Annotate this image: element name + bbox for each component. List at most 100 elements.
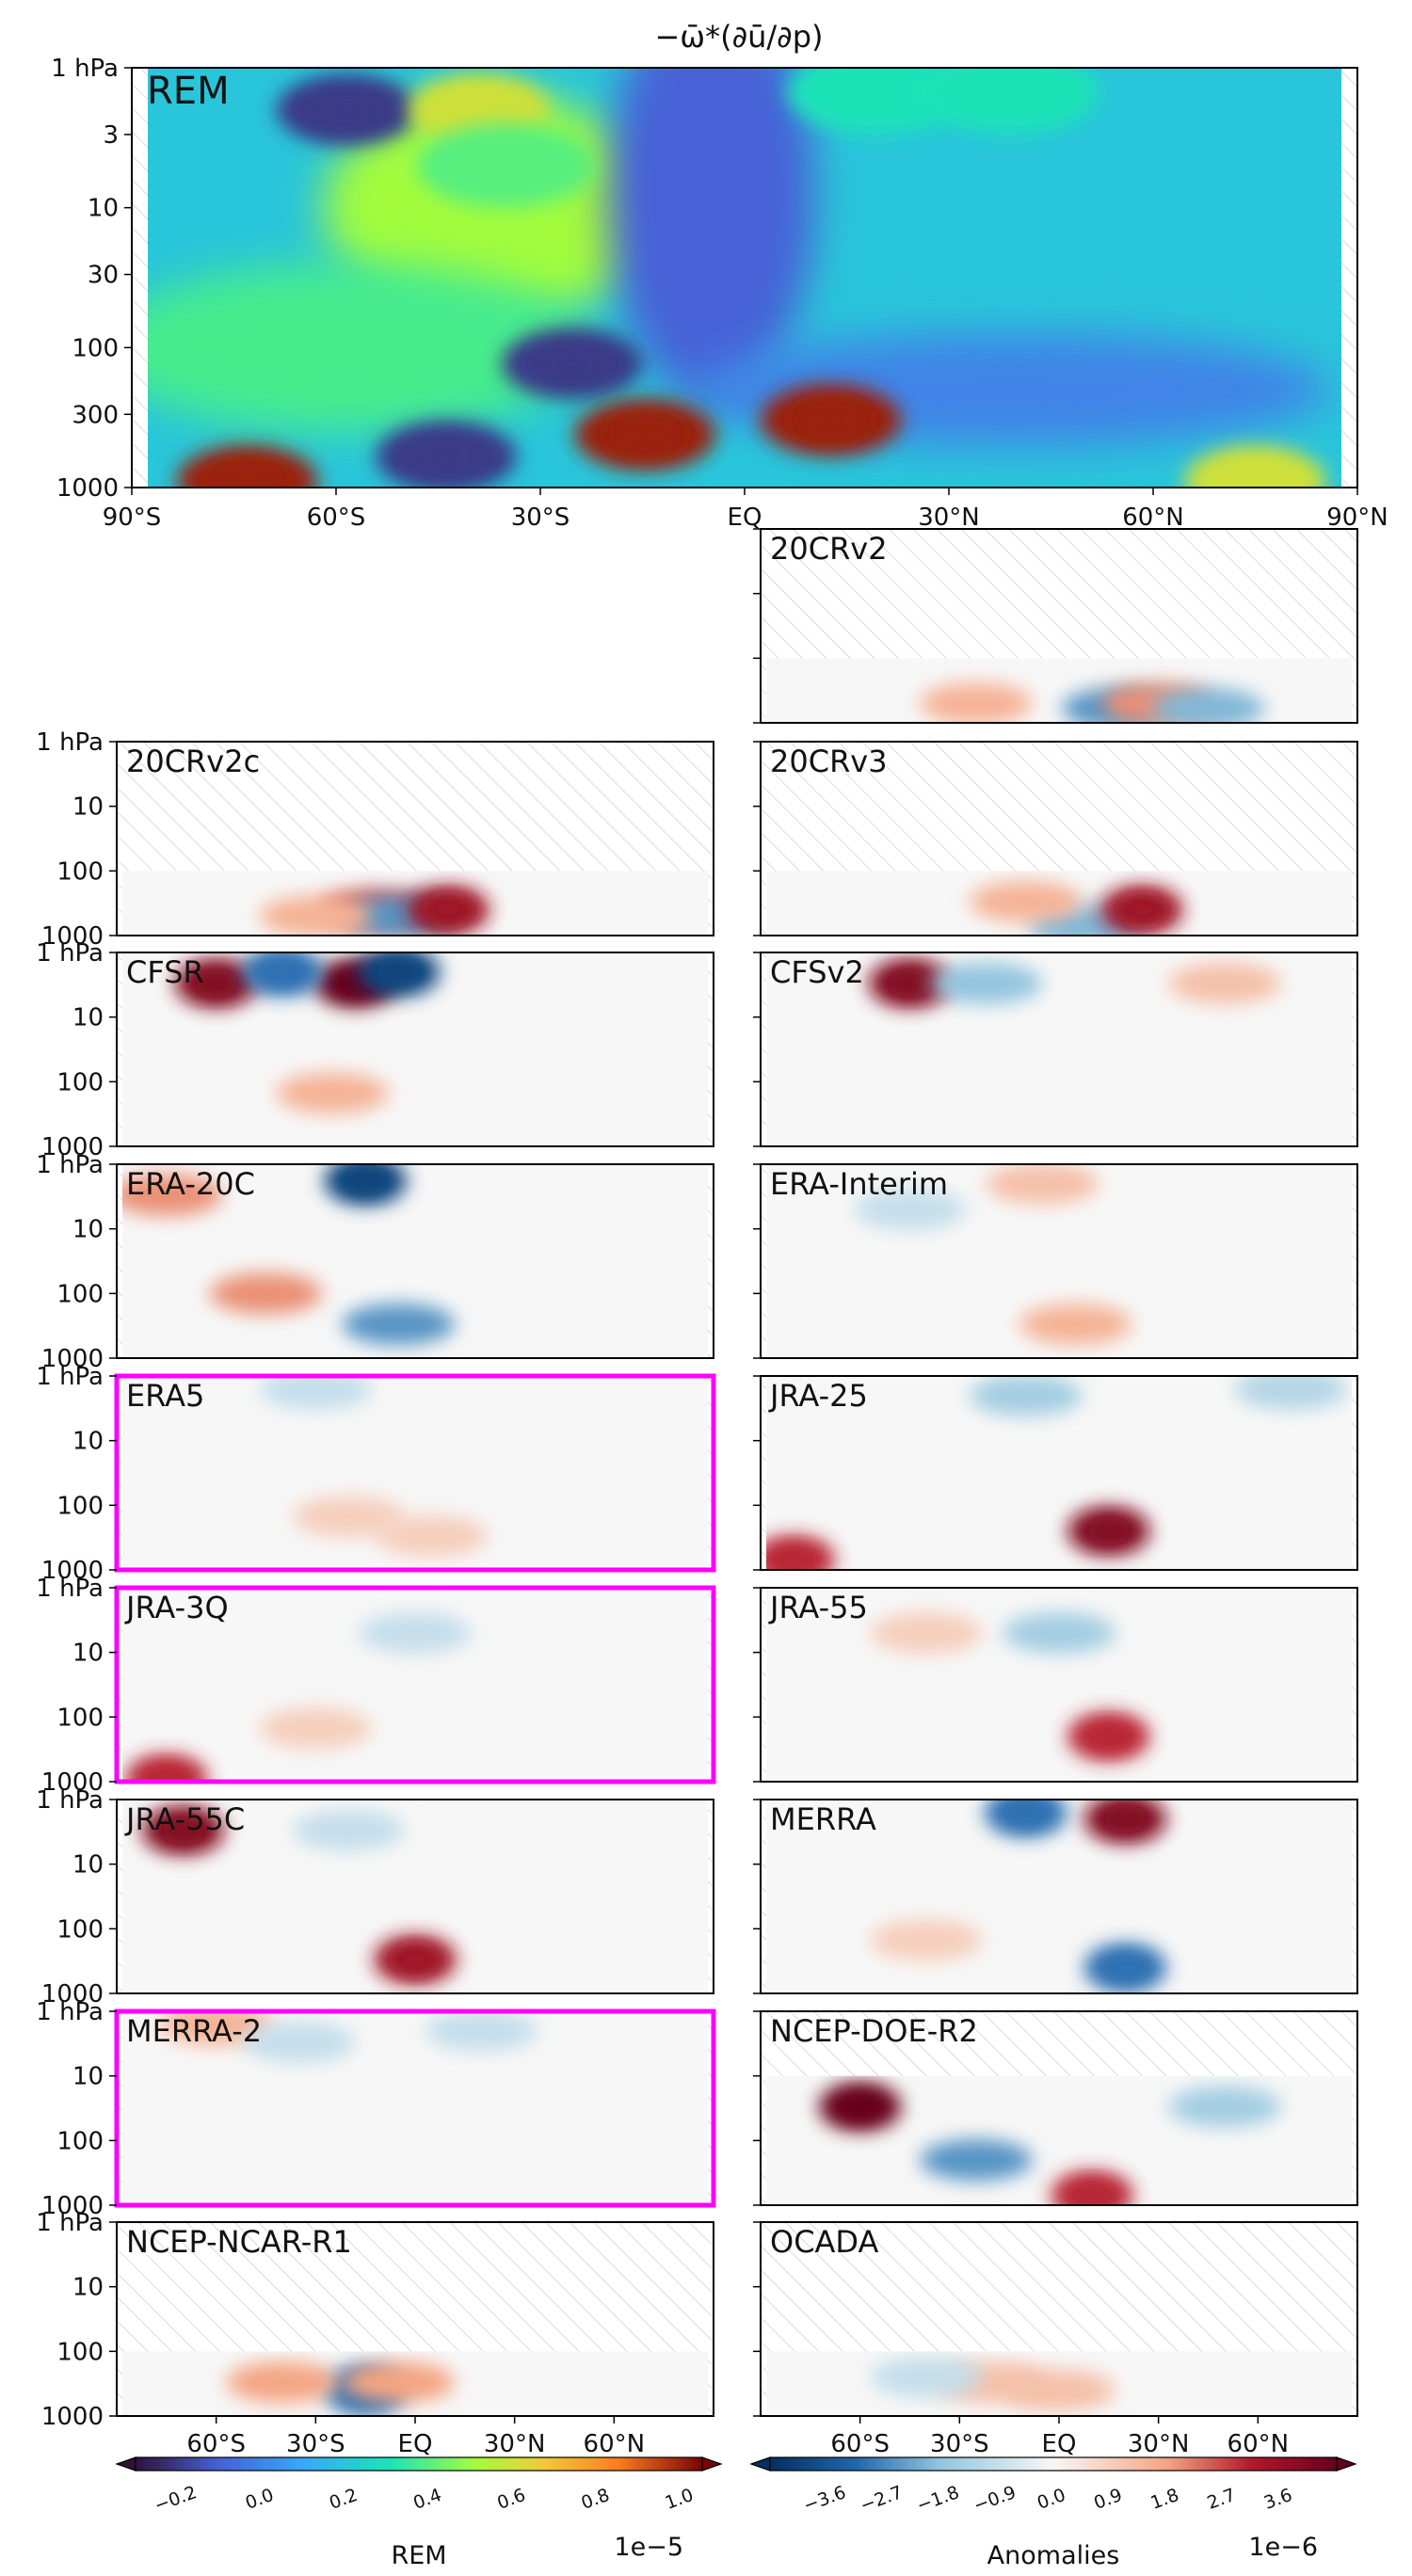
panel-feature-core (425, 896, 472, 923)
panel-field (870, 1611, 1150, 1762)
colorbar-tick-label: −0.2 (152, 2482, 200, 2516)
panel-frame (760, 1163, 1358, 1359)
colorbar-tick-label: −0.9 (971, 2482, 1019, 2516)
colorbar-tick-group: 0.2 (327, 2485, 361, 2514)
panel-feature (1151, 687, 1265, 723)
panel-field (818, 2082, 1282, 2206)
grid-xtick-label: EQ (398, 2430, 433, 2458)
colorbar-extend-low (749, 2456, 771, 2472)
panel-frame (114, 1585, 716, 1784)
panel-feature-core (771, 1546, 817, 1570)
rem-ytick-label: 30 (88, 262, 119, 290)
panel-label: 20CRv2 (770, 531, 888, 567)
panel-ytick-label: 1000 (41, 1345, 104, 1373)
colorbar-tick-label: 0.2 (327, 2485, 361, 2514)
colorbar-tick-group: 0.0 (1035, 2485, 1068, 2514)
panel-feature-core (160, 1816, 206, 1844)
panel-cfsv2: CFSv2 (753, 952, 1358, 1147)
panel-ytick-label: 1 hPa (36, 1998, 104, 2026)
panel-ocada: OCADA (753, 2221, 1358, 2417)
panel-ytick-label: 1000 (41, 1557, 104, 1585)
panel-frame (114, 1373, 716, 1573)
panel-feature-core (1085, 1723, 1131, 1751)
grid-xtick-label: 60°N (1227, 2430, 1290, 2458)
panel-ytick-label: 10 (72, 2063, 104, 2091)
panel-field (868, 958, 1282, 1008)
colorbar-tick-label: 3.6 (1261, 2485, 1295, 2514)
panel-feature (969, 881, 1083, 923)
panel-era5: ERA5 1 hPa 10 100 1000 (36, 1363, 716, 1585)
colorbar-tick-label: −3.6 (801, 2482, 849, 2516)
colorbar-tick-group: −0.2 (152, 2482, 200, 2516)
rem-panel-label: REM (147, 70, 230, 113)
colorbar-tick-label: 1.8 (1147, 2485, 1181, 2514)
rem-ytick-label: 10 (88, 195, 119, 223)
panel-ytick-label: 1000 (41, 1980, 104, 2008)
panel-feature (342, 1304, 456, 1346)
colorbar-tick-label: −2.7 (858, 2482, 906, 2516)
panel-feature (1003, 2369, 1115, 2411)
rem-feature (787, 68, 967, 136)
rem-ytick-label: 1000 (56, 474, 119, 503)
panel-ytick-label: 1000 (41, 2192, 104, 2220)
colorbar-tick-label: −1.8 (914, 2482, 962, 2516)
panel-frame (116, 1799, 714, 1994)
colorbar-tick-group: 0.8 (579, 2485, 613, 2514)
panel-field (870, 1800, 1167, 1992)
colorbar-tick-group: 1.0 (663, 2485, 697, 2514)
rem-xtick-label: EQ (728, 504, 762, 532)
panel-label: MERRA-2 (126, 2013, 262, 2049)
colorbar-bar (135, 2456, 703, 2472)
panel-feature (209, 1272, 323, 1315)
panel-field (919, 682, 1265, 723)
panel-label: CFSR (126, 954, 204, 990)
colorbar-tick-label: 0.6 (494, 2485, 528, 2514)
panel-feature (292, 1496, 406, 1538)
panel-ytick-label: 10 (72, 1428, 104, 1456)
panel-label: JRA-55C (124, 1801, 245, 1837)
grid-xtick-label: EQ (1042, 2430, 1077, 2458)
rem-feature-core (441, 90, 518, 129)
panel-feature (342, 2361, 456, 2404)
panel-feature (870, 2356, 984, 2398)
colorbar-tick-group: −1.8 (914, 2482, 962, 2516)
colorbar-group: −0.2 0.0 0.2 0.4 0.6 0.8 1.0 REM 1e−5 −3.6 −2.7 −1.… (115, 2456, 1357, 2570)
colorbar-tick-group: 0.6 (494, 2485, 528, 2514)
panel-ytick-label: 1 hPa (36, 939, 104, 968)
panel-frame (114, 2008, 716, 2208)
rem-feature-core (534, 344, 610, 383)
rem-feature (920, 68, 1099, 136)
panel-field-bg (766, 658, 1352, 723)
panel-feature-core (1069, 2182, 1115, 2206)
rem-ytick-label: 100 (72, 334, 119, 362)
panel-feature (242, 2021, 356, 2063)
panel-label: ERA-20C (126, 1166, 255, 1202)
rem-feature (416, 122, 596, 208)
figure-title: −ω̄*(∂ū/∂p) (654, 19, 823, 55)
panel-label: MERRA (770, 1801, 876, 1837)
rem-xtick-label: 30°S (511, 504, 570, 532)
panel-label: JRA-3Q (124, 1590, 229, 1625)
panel-field (259, 1376, 489, 1558)
grid-xtick-label: 30°S (930, 2430, 989, 2458)
panel-field (141, 1805, 457, 1985)
panel-feature-core (1102, 1805, 1148, 1832)
panel-feature (259, 1376, 373, 1410)
panel-ytick-label: 1 hPa (36, 1151, 104, 1179)
panel-field (870, 2356, 1115, 2411)
panel-frame (116, 1163, 714, 1359)
panel-feature (1168, 2086, 1282, 2128)
panel-ytick-label: 100 (56, 1492, 104, 1520)
panel-feature (159, 2011, 273, 2045)
panel-ytick-label: 100 (56, 2127, 104, 2155)
colorbar-tick-label: 0.9 (1091, 2485, 1125, 2514)
panel-ytick-label: 1000 (41, 1133, 104, 1161)
panel-ncep-doe-r2: NCEP-DOE-R2 (753, 2010, 1358, 2206)
panel-ytick-label: 1 hPa (36, 728, 104, 757)
panel-field (259, 885, 490, 936)
rem-feature-core (209, 462, 285, 488)
colorbar-anomalies: −3.6 −2.7 −1.8 −0.9 0.0 0.9 1.8 2.7 3.6 Anomalies… (749, 2456, 1357, 2570)
panel-field-bg (766, 1800, 1352, 1993)
